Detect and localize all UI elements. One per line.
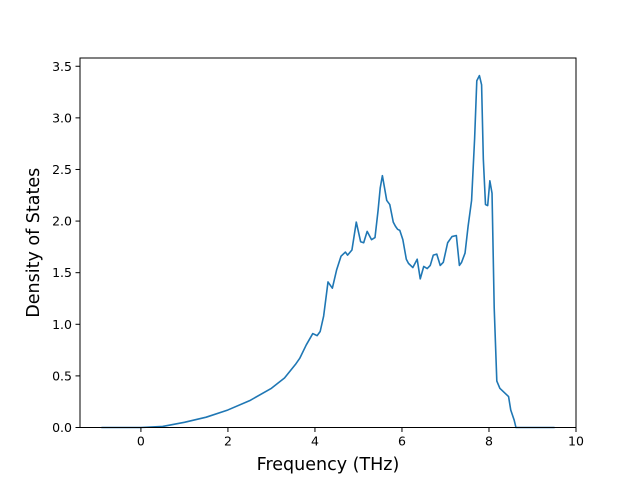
x-axis-label: Frequency (THz) bbox=[257, 455, 400, 475]
y-tick-label: 2.0 bbox=[52, 214, 72, 229]
dos-line bbox=[100, 74, 556, 429]
x-tick-label: 4 bbox=[311, 434, 319, 449]
x-tick-label: 10 bbox=[568, 434, 584, 449]
y-tick-label: 2.5 bbox=[52, 162, 72, 177]
y-axis-ticks: 0.0 0.5 1.0 1.5 2.0 2.5 3.0 3.5 bbox=[52, 59, 80, 435]
y-tick-label: 1.5 bbox=[52, 265, 72, 280]
y-tick-label: 3.0 bbox=[52, 110, 72, 125]
x-axis-ticks: 0 2 4 6 8 10 bbox=[137, 427, 584, 449]
y-tick-label: 0.5 bbox=[52, 368, 72, 383]
y-tick-label: 3.5 bbox=[52, 59, 72, 74]
y-tick-label: 1.0 bbox=[52, 317, 72, 332]
axes-frame bbox=[79, 57, 577, 428]
x-tick-label: 0 bbox=[137, 434, 145, 449]
x-tick-label: 2 bbox=[224, 434, 232, 449]
y-axis-label: Density of States bbox=[24, 168, 44, 318]
x-tick-label: 8 bbox=[485, 434, 493, 449]
plot-area bbox=[79, 57, 577, 429]
x-tick-label: 6 bbox=[398, 434, 406, 449]
y-tick-label: 0.0 bbox=[52, 420, 72, 435]
